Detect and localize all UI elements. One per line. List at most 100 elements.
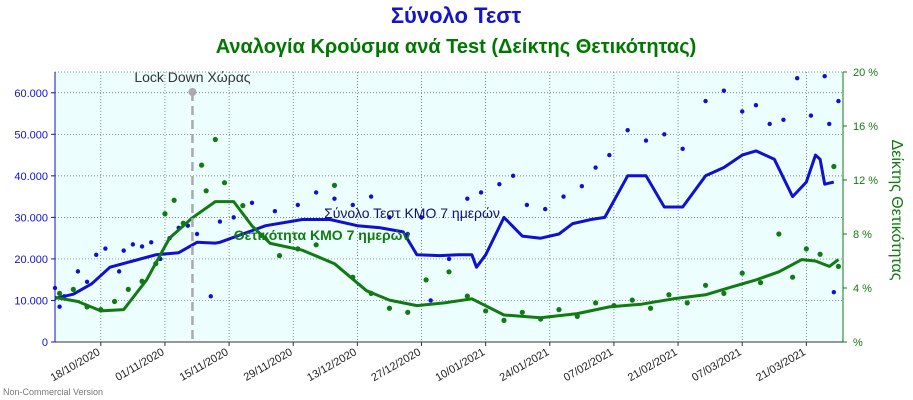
tests-daily-point [130, 242, 136, 247]
positivity-daily-point [111, 298, 118, 305]
chart-title: Σύνολο Τεστ [391, 3, 521, 28]
positivity-daily-point [331, 182, 338, 188]
tests-daily-point [350, 202, 355, 208]
positivity-daily-point [501, 317, 507, 323]
tests-daily-point [75, 269, 81, 274]
tests-daily-point [607, 152, 612, 158]
positivity-daily-point [162, 211, 168, 217]
x-tick-label: 27/12/2020 [369, 346, 423, 384]
tests-daily-point [781, 117, 786, 122]
tests-daily-point [579, 184, 585, 189]
tests-daily-point [740, 109, 745, 114]
positivity-daily-point [702, 282, 709, 288]
positivity-daily-point [803, 246, 809, 252]
positivity-daily-point [386, 305, 393, 311]
tests-daily-point [446, 256, 452, 262]
watermark: Non-Commercial Version [3, 387, 103, 397]
positivity-daily-point [831, 163, 837, 170]
tests-daily-point [831, 289, 837, 295]
y-left-tick-label: 30.000 [14, 212, 48, 224]
tests-daily-point [662, 132, 667, 137]
positivity-daily-point [519, 309, 525, 315]
tests-daily-point [593, 165, 598, 170]
tests-daily-point [332, 196, 337, 201]
series-lines [54, 149, 840, 320]
tests-daily-point [231, 215, 236, 220]
tests-daily-point [272, 208, 278, 214]
tests-daily-point [543, 206, 548, 212]
positivity-daily-point [125, 286, 131, 292]
tests-daily-point [149, 240, 154, 245]
tests-daily-point [524, 202, 530, 208]
y-left-tick-label: 10.000 [14, 295, 48, 307]
positivity-daily-point [171, 197, 177, 203]
x-tick-label: 01/11/2020 [113, 346, 166, 384]
x-tick-label: 07/02/2021 [562, 346, 616, 384]
lockdown-marker: Lock Down Χώρας [134, 69, 251, 342]
x-tick-label: 21/03/2021 [754, 346, 808, 384]
positivity-daily-point [405, 309, 411, 315]
y-right-tick-label: 4 % [853, 283, 872, 295]
positivity-series-label: Θετικότητα ΚΜΟ 7 ημερών [234, 227, 411, 243]
tests-daily-point [822, 73, 827, 79]
tests-daily-point [497, 181, 502, 187]
positivity-7day-line [54, 200, 840, 320]
positivity-daily-point [817, 251, 823, 257]
y-left-tick-label: 0 [42, 337, 48, 349]
positivity-daily-point [739, 270, 745, 276]
tests-daily-point [57, 304, 62, 309]
y-right-tick-label: % [853, 337, 863, 349]
lockdown-label: Lock Down Χώρας [134, 69, 250, 85]
y-right-axis-label: Δείκτης Θετικότητας [888, 140, 905, 281]
x-tick-label: 13/12/2020 [305, 346, 359, 384]
tests-daily-point [643, 138, 649, 143]
tests-daily-point [94, 252, 99, 257]
y-right-tick-label: 8 % [853, 229, 872, 241]
positivity-daily-point [212, 136, 218, 143]
tests-daily-point [116, 269, 122, 274]
tests-daily-point [121, 248, 126, 253]
tests-daily-point [794, 76, 800, 81]
tests-daily-point [680, 146, 685, 152]
x-tick-label: 10/01/2021 [433, 346, 487, 384]
tests-daily-point [465, 196, 470, 201]
y-right-tick-label: 20 % [853, 67, 878, 79]
tests-daily-point [703, 98, 708, 104]
tests-daily-point [103, 246, 108, 251]
tests-daily-point [721, 88, 727, 93]
x-tick-label: 15/11/2020 [178, 346, 231, 384]
positivity-daily-point [666, 292, 672, 298]
tests-daily-point [561, 194, 566, 199]
tests-daily-point [387, 215, 392, 220]
positivity-daily-point [790, 274, 796, 280]
grid [55, 71, 843, 342]
positivity-daily-point [483, 308, 489, 314]
positivity-daily-point [721, 290, 727, 296]
positivity-daily-point [776, 231, 782, 237]
tests-daily-point [217, 219, 223, 224]
tests-daily-point [84, 279, 90, 284]
positivity-daily-point [835, 263, 842, 269]
positivity-daily-point [276, 253, 283, 259]
tests-daily-point [313, 190, 319, 195]
tests-daily-point [808, 113, 814, 118]
tests-daily-point [419, 215, 424, 220]
positivity-daily-point [593, 300, 599, 306]
tests-daily-point [139, 244, 145, 249]
positivity-daily-point [684, 300, 690, 306]
tests-daily-point [827, 121, 832, 127]
y-left-tick-label: 60.000 [14, 88, 48, 100]
y-left-tick-label: 40.000 [14, 171, 48, 183]
x-tick-label: 21/02/2021 [626, 346, 680, 384]
positivity-daily-point [423, 277, 429, 283]
positivity-daily-point [757, 280, 764, 286]
x-tick-label: 07/03/2021 [690, 346, 744, 384]
tests-daily-point [767, 121, 772, 127]
positivity-daily-point [70, 286, 76, 292]
x-tick-label: 29/11/2020 [242, 346, 295, 384]
plot-area [55, 72, 843, 342]
tests-daily-point [753, 103, 759, 108]
tests-daily-point [478, 190, 484, 195]
tests-daily-point [510, 173, 516, 179]
